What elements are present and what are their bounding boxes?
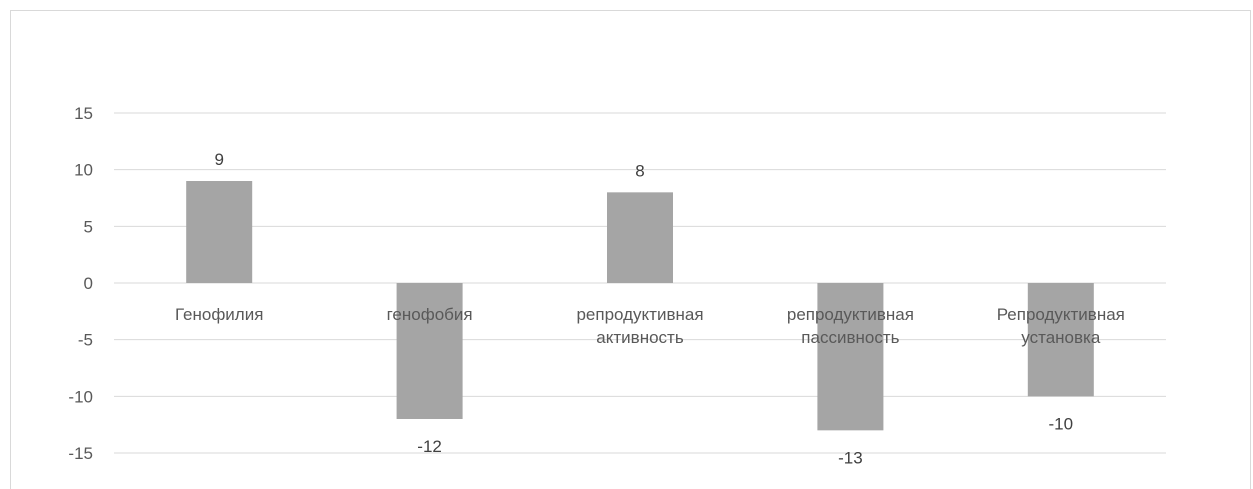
data-label: -13 xyxy=(838,448,863,467)
category-label: пассивность xyxy=(801,328,899,347)
bar xyxy=(817,283,884,431)
y-tick-label: 15 xyxy=(74,104,93,123)
category-label: репродуктивная xyxy=(787,305,914,324)
bar xyxy=(1027,283,1094,397)
category-label: активность xyxy=(596,328,684,347)
data-label: 9 xyxy=(214,150,223,169)
data-label: -10 xyxy=(1049,414,1074,433)
bar xyxy=(186,181,253,283)
bars xyxy=(186,181,1094,431)
bar xyxy=(607,192,673,283)
y-tick-label: -15 xyxy=(68,444,93,463)
category-label: генофобия xyxy=(387,305,473,324)
data-label: -12 xyxy=(417,437,442,456)
y-axis-ticks: 15 10 5 0 -5 -10 -15 xyxy=(68,104,93,463)
y-tick-label: -5 xyxy=(78,331,93,350)
category-label: Репродуктивная xyxy=(997,305,1125,324)
y-tick-label: 10 xyxy=(74,161,93,180)
category-label: Генофилия xyxy=(175,305,263,324)
y-tick-label: -10 xyxy=(68,387,93,406)
y-tick-label: 0 xyxy=(84,274,93,293)
category-labels: Генофилия генофобия репродуктивная активнос… xyxy=(175,305,1125,347)
category-label: установка xyxy=(1021,328,1101,347)
data-label: 8 xyxy=(635,161,644,180)
data-labels: 9 -12 8 -13 -10 xyxy=(214,150,1073,467)
bar xyxy=(396,283,463,419)
bar-chart: 15 10 5 0 -5 -10 -15 Генофилия генофобия репроду… xyxy=(68,104,1166,467)
gridlines xyxy=(114,112,1166,454)
category-label: репродуктивная xyxy=(576,305,703,324)
y-tick-label: 5 xyxy=(84,217,93,236)
